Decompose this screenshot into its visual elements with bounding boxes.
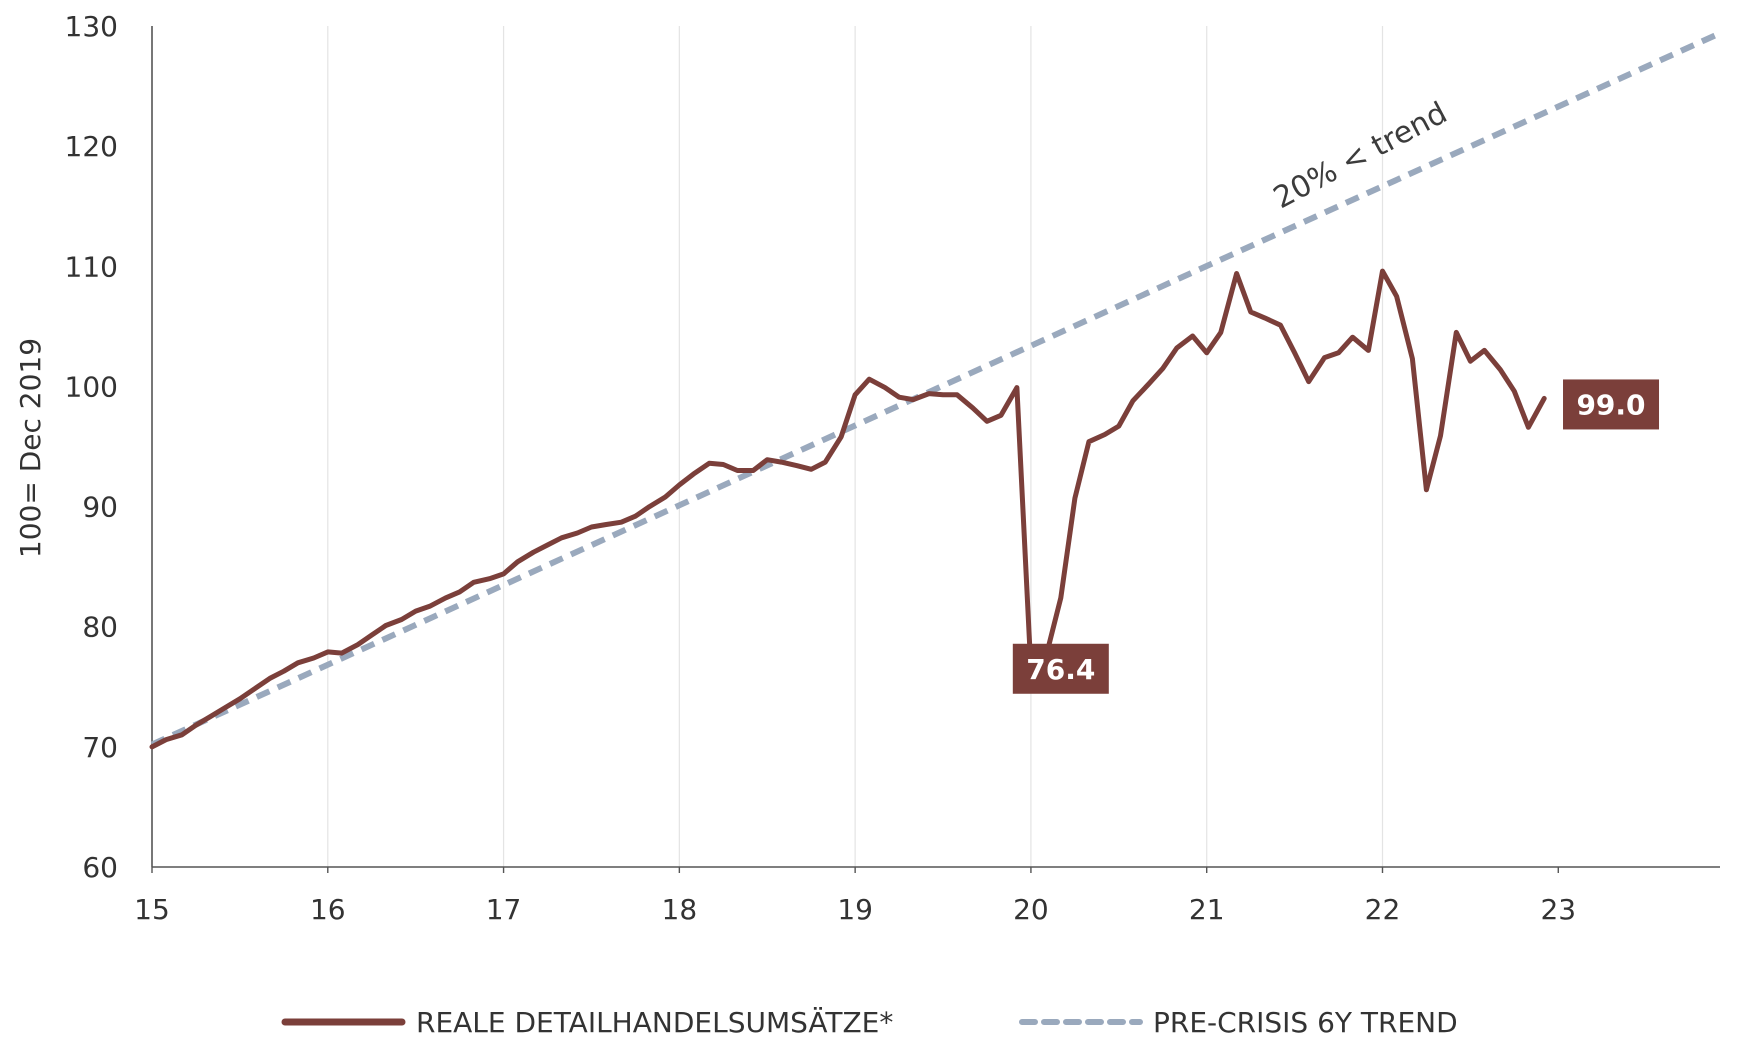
- annotations: 20% < trend 76.4 99.0: [1012, 96, 1660, 694]
- x-tick-label-22: 22: [1365, 893, 1401, 926]
- legend-item-retail: REALE DETAILHANDELSUMSÄTZE*: [281, 1006, 893, 1039]
- value-badge-1: [1012, 643, 1109, 694]
- x-tick-label-19: 19: [837, 893, 873, 926]
- y-axis-title: 100= Dec 2019: [14, 338, 47, 558]
- x-tick-label-16: 16: [310, 893, 346, 926]
- series-lines: [149, 30, 1722, 750]
- legend: REALE DETAILHANDELSUMSÄTZE* PRE-CRISIS 6…: [281, 1006, 1458, 1039]
- x-tick-label-20: 20: [1013, 893, 1049, 926]
- legend-label-trend: PRE-CRISIS 6Y TREND: [1153, 1006, 1458, 1039]
- trend-gap-annotation: 20% < trend: [1268, 96, 1453, 216]
- x-tick-label-23: 23: [1540, 893, 1576, 926]
- y-tick-labels: 60 70 80 90 100 110 120 130: [65, 10, 118, 884]
- axes: [151, 26, 1720, 868]
- legend-item-trend: PRE-CRISIS 6Y TREND: [1019, 1006, 1458, 1039]
- value-badge-label-2: 99.0: [1576, 388, 1645, 421]
- x-tick-label-18: 18: [662, 893, 698, 926]
- series-line-trend: [150, 30, 1722, 748]
- x-tick-label-17: 17: [486, 893, 522, 926]
- legend-label-retail: REALE DETAILHANDELSUMSÄTZE*: [416, 1006, 893, 1039]
- y-tick-label-70: 70: [82, 731, 118, 764]
- value-badge-2: [1563, 379, 1660, 430]
- y-tick-label-90: 90: [82, 491, 118, 524]
- y-tick-label-80: 80: [82, 611, 118, 644]
- y-tick-label-100: 100: [65, 370, 118, 403]
- y-tick-label-120: 120: [65, 130, 118, 163]
- value-badge-label-1: 76.4: [1026, 653, 1095, 686]
- x-tick-labels: 15 16 17 18 19 20 21 22 23: [134, 867, 1576, 926]
- x-tick-label-21: 21: [1189, 893, 1225, 926]
- y-tick-label-130: 130: [65, 10, 118, 43]
- y-tick-label-60: 60: [82, 851, 118, 884]
- y-tick-label-110: 110: [65, 250, 118, 283]
- x-tick-label-15: 15: [134, 893, 170, 926]
- series-line-retail: [149, 268, 1547, 750]
- grid-lines: [327, 26, 1384, 867]
